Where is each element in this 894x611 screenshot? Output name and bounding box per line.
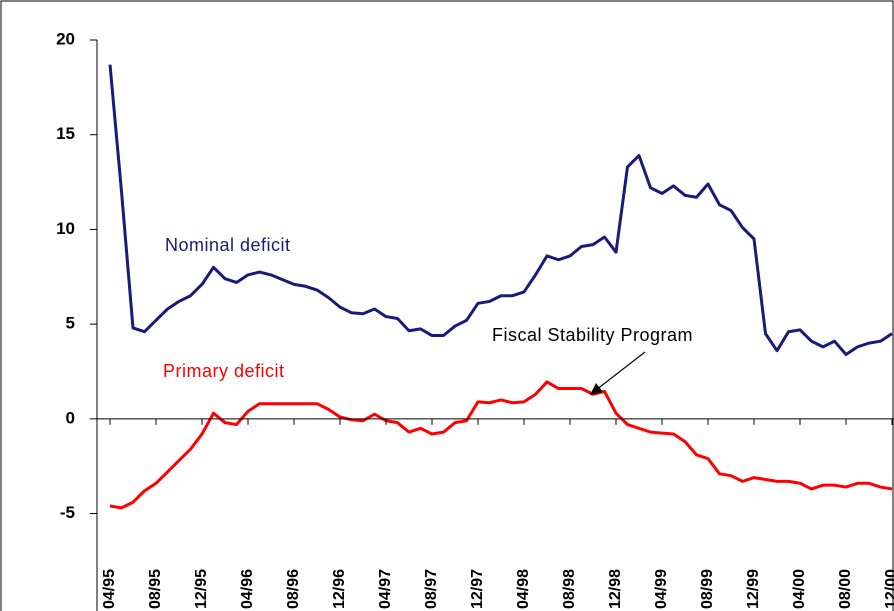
series-label: Nominal deficit <box>165 235 291 255</box>
y-tick-label: 10 <box>56 219 75 238</box>
x-tick-label: 12/98 <box>607 569 624 609</box>
x-tick-label: 08/98 <box>561 569 578 609</box>
annotation: Fiscal Stability Program <box>492 325 693 345</box>
x-tick-label: 08/97 <box>423 569 440 609</box>
x-tick-label: 08/96 <box>285 569 302 609</box>
x-tick-label: 12/95 <box>193 569 210 609</box>
x-tick-label: 12/96 <box>331 569 348 609</box>
x-tick-label: 08/00 <box>837 569 854 609</box>
series-label: Primary deficit <box>163 361 285 381</box>
x-tick-label: 04/99 <box>653 569 670 609</box>
y-tick-label: 20 <box>56 29 75 48</box>
series-line <box>109 380 893 510</box>
series-line <box>108 64 893 356</box>
arrow-head <box>590 383 603 395</box>
y-tick-label: -5 <box>60 503 75 522</box>
x-tick-label: 12/00 <box>883 569 894 609</box>
y-tick-label: 0 <box>66 408 75 427</box>
x-tick-label: 04/96 <box>239 569 256 609</box>
x-tick-label: 12/99 <box>745 569 762 609</box>
x-tick-label: 08/95 <box>147 569 164 609</box>
y-tick-label: 15 <box>56 124 75 143</box>
x-tick-label: 08/99 <box>699 569 716 609</box>
x-tick-label: 04/97 <box>377 569 394 609</box>
x-tick-label: 04/98 <box>515 569 532 609</box>
x-tick-label: 04/00 <box>791 569 808 609</box>
x-tick-label: 04/95 <box>101 569 118 609</box>
x-tick-label: 12/97 <box>469 569 486 609</box>
y-tick-label: 5 <box>66 314 75 333</box>
annotation-arrow <box>595 351 646 391</box>
